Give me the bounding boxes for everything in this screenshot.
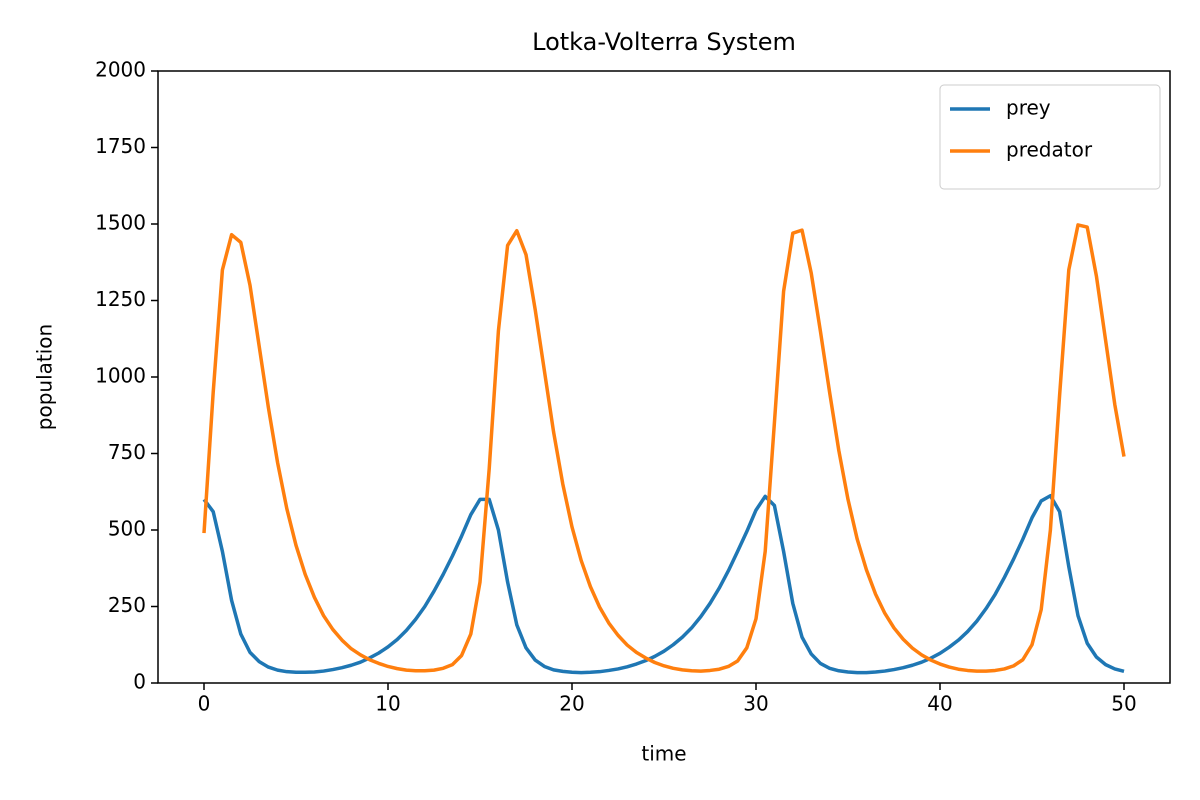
legend-box <box>939 84 1161 190</box>
x-tick-label: 30 <box>743 692 768 716</box>
series-line <box>202 223 1126 673</box>
series-line <box>202 493 1125 675</box>
y-tick-label: 750 <box>108 440 146 464</box>
x-tick-label: 10 <box>375 692 400 716</box>
y-tick-label: 1750 <box>95 134 146 158</box>
y-axis-label: population <box>33 324 57 430</box>
x-tick-label: 50 <box>1111 692 1136 716</box>
y-tick-label: 0 <box>133 670 146 694</box>
x-tick-label: 0 <box>198 692 211 716</box>
legend-label: prey <box>1006 96 1051 120</box>
y-tick-label: 500 <box>108 517 146 541</box>
y-tick-label: 1000 <box>95 364 146 388</box>
y-tick-label: 1250 <box>95 287 146 311</box>
legend-label: predator <box>1006 138 1093 162</box>
x-tick-label: 40 <box>927 692 952 716</box>
x-axis-label: time <box>641 742 686 766</box>
x-tick-label: 20 <box>559 692 584 716</box>
y-tick-label: 2000 <box>95 58 146 82</box>
y-tick-label: 250 <box>108 593 146 617</box>
chart-title: Lotka-Volterra System <box>532 28 796 56</box>
y-tick-label: 1500 <box>95 211 146 235</box>
plot-frame <box>157 70 1171 684</box>
